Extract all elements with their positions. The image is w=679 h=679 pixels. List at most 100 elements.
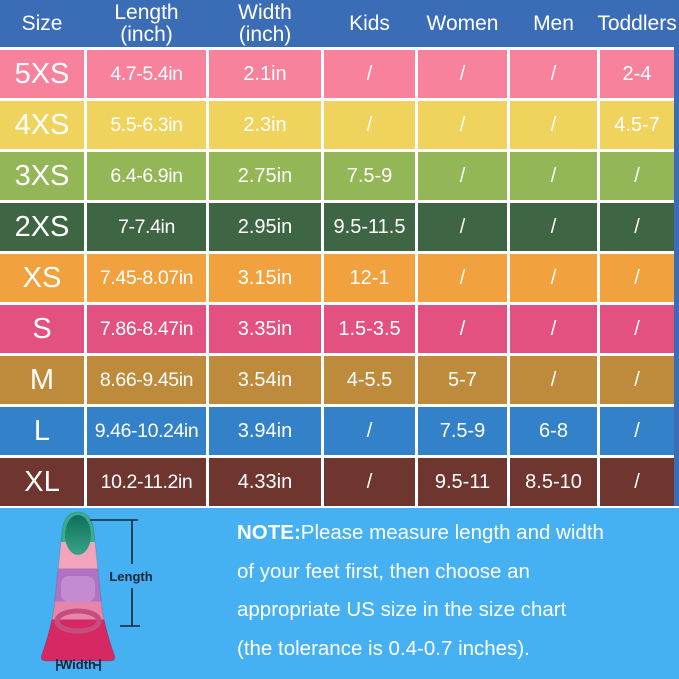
footer-section <box>0 508 679 679</box>
size-table: Size Length (inch) Width (inch) Kids Wom… <box>0 0 679 508</box>
cell-kids: / <box>324 101 415 149</box>
cell-width: 3.15in <box>209 254 321 302</box>
cell-men: 6-8 <box>510 407 597 455</box>
header-length: Length (inch) <box>87 0 206 47</box>
cell-men: / <box>510 203 597 251</box>
cell-width: 2.1in <box>209 50 321 98</box>
width-measurement <box>56 659 101 671</box>
cell-toddlers: / <box>600 203 674 251</box>
cell-length: 8.66-9.45in <box>87 356 206 404</box>
cell-kids: 4-5.5 <box>324 356 415 404</box>
cell-width: 2.95in <box>209 203 321 251</box>
length-measurement <box>90 519 140 627</box>
cell-length: 9.46-10.24in <box>87 407 206 455</box>
cell-women: / <box>418 203 507 251</box>
cell-kids: / <box>324 458 415 506</box>
cell-men: 8.5-10 <box>510 458 597 506</box>
table-header-row: Size Length (inch) Width (inch) Kids Wom… <box>0 0 679 47</box>
cell-toddlers: / <box>600 407 674 455</box>
fin-highlight <box>61 576 95 602</box>
cell-size: S <box>0 305 84 353</box>
cell-toddlers: 4.5-7 <box>600 101 674 149</box>
header-women: Women <box>418 0 507 47</box>
note-line: (the tolerance is 0.4-0.7 inches). <box>237 636 530 660</box>
cell-length: 7.45-8.07in <box>87 254 206 302</box>
table-row: L 9.46-10.24in 3.94in/7.5-9 6-8/ <box>0 407 674 455</box>
cell-women: / <box>418 101 507 149</box>
cell-length: 5.5-6.3in <box>87 101 206 149</box>
note-line: appropriate US size in the size chart <box>237 598 567 621</box>
cell-length: 10.2-11.2in <box>87 458 206 506</box>
cell-kids: 7.5-9 <box>324 152 415 200</box>
cell-kids: 9.5-11.5 <box>324 203 415 251</box>
size-table-rows: 5XS 4.7-5.4in 2.1in / //2-4 4XS 5.5-6.3in 2.3in… <box>0 47 674 506</box>
cell-women: / <box>418 152 507 200</box>
cell-men: / <box>510 152 597 200</box>
note-label: NOTE: <box>237 521 301 544</box>
cell-kids: 1.5-3.5 <box>324 305 415 353</box>
cell-size: 4XS <box>0 101 84 149</box>
cell-men: / <box>510 305 597 353</box>
cell-kids: 12-1 <box>324 254 415 302</box>
cell-size: M <box>0 356 84 404</box>
header-label: Width <box>238 0 292 24</box>
cell-women: 9.5-11 <box>418 458 507 506</box>
header-kids: Kids <box>324 0 415 47</box>
table-row: 2XS 7-7.4in 2.95in 9.5-11.5// / <box>0 203 674 251</box>
cell-size: XL <box>0 458 84 506</box>
table-row: 3XS 6.4-6.9in 2.75in 7.5-9// / <box>0 152 674 200</box>
table-row: 4XS 5.5-6.3in 2.3in / //4.5-7 <box>0 101 674 149</box>
cell-width: 3.54in <box>209 356 321 404</box>
cell-kids: / <box>324 50 415 98</box>
cell-toddlers: / <box>600 356 674 404</box>
note-line: of your feet first, then choose an <box>237 559 530 583</box>
header-toddlers: Toddlers <box>597 0 676 47</box>
table-row: XS 7.45-8.07in 3.15in 12-1// / <box>0 254 674 302</box>
cell-width: 2.3in <box>209 101 321 149</box>
table-right-border <box>674 0 679 506</box>
cell-men: / <box>510 356 597 404</box>
header-label: Kids <box>349 11 390 35</box>
fin-heel-opening <box>54 608 102 634</box>
cell-women: / <box>418 254 507 302</box>
note-text: NOTE:Please measure length and width of … <box>237 514 667 668</box>
cell-women: / <box>418 50 507 98</box>
table-row: XL 10.2-11.2in 4.33in/9.5-11 8.5-10/ <box>0 458 674 506</box>
cell-kids: / <box>324 407 415 455</box>
cell-length: 6.4-6.9in <box>87 152 206 200</box>
cell-toddlers: / <box>600 254 674 302</box>
header-men: Men <box>510 0 597 47</box>
cell-size: 5XS <box>0 50 84 98</box>
table-row: S 7.86-8.47in 3.35in 1.5-3.5// / <box>0 305 674 353</box>
cell-width: 3.35in <box>209 305 321 353</box>
cell-women: / <box>418 305 507 353</box>
cell-width: 4.33in <box>209 458 321 506</box>
header-sublabel: (inch) <box>238 22 292 46</box>
header-size: Size <box>0 0 84 47</box>
header-label: Men <box>533 11 574 35</box>
cell-toddlers: / <box>600 305 674 353</box>
header-width: Width (inch) <box>209 0 321 47</box>
cell-width: 3.94in <box>209 407 321 455</box>
table-row: 5XS 4.7-5.4in 2.1in / //2-4 <box>0 50 674 98</box>
width-label: Width <box>60 657 96 672</box>
cell-men: / <box>510 254 597 302</box>
fin-toe-opening <box>65 515 91 555</box>
cell-size: L <box>0 407 84 455</box>
header-label: Length <box>114 0 179 24</box>
cell-toddlers: / <box>600 152 674 200</box>
length-label: Length <box>109 569 152 584</box>
fin-illustration: Length Width <box>40 511 153 672</box>
header-label: Women <box>426 11 499 35</box>
cell-women: 5-7 <box>418 356 507 404</box>
cell-size: 2XS <box>0 203 84 251</box>
cell-length: 7.86-8.47in <box>87 305 206 353</box>
cell-length: 7-7.4in <box>87 203 206 251</box>
note-line: NOTE:Please measure length and width <box>237 521 604 544</box>
cell-length: 4.7-5.4in <box>87 50 206 98</box>
header-label: Size <box>21 11 63 35</box>
cell-size: 3XS <box>0 152 84 200</box>
cell-toddlers: / <box>600 458 674 506</box>
cell-size: XS <box>0 254 84 302</box>
